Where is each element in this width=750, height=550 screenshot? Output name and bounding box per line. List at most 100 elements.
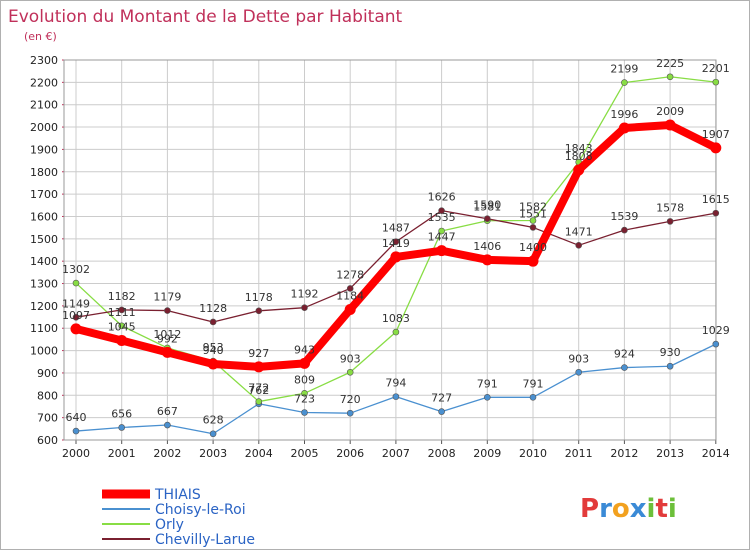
data-label-chevilly-larue: 1149 bbox=[62, 297, 90, 310]
x-tick-label: 2000 bbox=[62, 447, 90, 460]
y-tick-label: 1300 bbox=[30, 278, 58, 291]
data-label-orly: 1535 bbox=[428, 211, 456, 224]
data-point-choisy-le-roi bbox=[621, 364, 628, 371]
data-point-chevilly-larue bbox=[392, 238, 400, 246]
x-tick-label: 2013 bbox=[656, 447, 684, 460]
data-label-thiais: 1400 bbox=[519, 241, 547, 254]
data-point-orly bbox=[392, 328, 400, 336]
data-point-thiais bbox=[344, 303, 356, 315]
y-tick-label: 1900 bbox=[30, 143, 58, 156]
x-tick-label: 2014 bbox=[702, 447, 730, 460]
legend-label-chevilly-larue: Chevilly-Larue bbox=[155, 532, 255, 548]
data-point-thiais bbox=[161, 346, 173, 358]
data-label-chevilly-larue: 1471 bbox=[565, 225, 593, 238]
logo-letter: i bbox=[668, 494, 677, 524]
data-label-thiais: 1419 bbox=[382, 237, 410, 250]
data-point-chevilly-larue bbox=[209, 318, 217, 326]
data-point-thiais bbox=[573, 164, 585, 176]
axes: 600 700 800 900 1000 1100 1200 1300 1400 1500 1600… bbox=[30, 54, 730, 460]
data-point-orly bbox=[255, 398, 263, 405]
data-point-choisy-le-roi bbox=[529, 394, 537, 401]
x-tick-label: 2011 bbox=[565, 447, 593, 460]
data-label-chevilly-larue: 1182 bbox=[108, 290, 136, 303]
data-label-choisy-le-roi: 656 bbox=[111, 407, 132, 420]
data-point-orly bbox=[346, 368, 354, 376]
data-point-thiais bbox=[481, 254, 493, 266]
data-point-choisy-le-roi bbox=[118, 424, 125, 431]
data-point-orly bbox=[72, 279, 80, 287]
proxiti-logo: Proxiti bbox=[580, 494, 677, 524]
logo-letter: x bbox=[630, 494, 647, 524]
logo-letter: r bbox=[599, 494, 612, 524]
data-point-thiais bbox=[390, 251, 402, 263]
data-label-choisy-le-roi: 791 bbox=[477, 377, 498, 390]
y-tick-label: 1000 bbox=[30, 345, 58, 358]
x-tick-label: 2001 bbox=[108, 447, 136, 460]
data-point-thiais bbox=[527, 255, 539, 267]
data-label-orly: 772 bbox=[248, 382, 269, 395]
x-tick-label: 2004 bbox=[245, 447, 273, 460]
data-point-choisy-le-roi bbox=[164, 421, 171, 429]
data-point-choisy-le-roi bbox=[346, 409, 354, 417]
data-point-choisy-le-roi bbox=[392, 393, 400, 400]
data-label-chevilly-larue: 1487 bbox=[382, 222, 410, 235]
x-tick-label: 2009 bbox=[473, 447, 501, 460]
data-point-chevilly-larue bbox=[118, 306, 125, 314]
data-label-choisy-le-roi: 640 bbox=[66, 411, 87, 424]
logo-letter: t bbox=[655, 494, 667, 524]
data-label-choisy-le-roi: 791 bbox=[523, 377, 544, 390]
data-label-thiais: 992 bbox=[157, 332, 178, 345]
legend-label-orly: Orly bbox=[155, 517, 184, 533]
x-tick-label: 2002 bbox=[153, 447, 181, 460]
data-point-thiais bbox=[436, 245, 448, 257]
data-point-choisy-le-roi bbox=[483, 394, 491, 401]
data-point-chevilly-larue bbox=[575, 242, 583, 249]
data-label-orly: 953 bbox=[203, 341, 224, 354]
x-tick-label: 2007 bbox=[382, 447, 410, 460]
data-label-chevilly-larue: 1578 bbox=[656, 201, 684, 214]
series-chevilly-larue bbox=[72, 207, 720, 326]
data-point-orly bbox=[438, 227, 445, 235]
data-label-orly: 1302 bbox=[62, 263, 90, 276]
data-label-chevilly-larue: 1278 bbox=[336, 268, 364, 281]
data-label-choisy-le-roi: 723 bbox=[294, 393, 315, 406]
y-tick-label: 1400 bbox=[30, 255, 58, 268]
y-tick-label: 1500 bbox=[30, 233, 58, 246]
y-tick-label: 2000 bbox=[30, 121, 58, 134]
data-label-choisy-le-roi: 628 bbox=[203, 414, 224, 427]
data-label-thiais: 1406 bbox=[473, 240, 501, 253]
legend-label-thiais: THIAIS bbox=[154, 487, 201, 503]
logo-letter: P bbox=[580, 494, 599, 524]
x-tick-label: 2012 bbox=[610, 447, 638, 460]
x-tick-label: 2010 bbox=[519, 447, 547, 460]
data-label-orly: 2201 bbox=[702, 62, 730, 75]
data-label-chevilly-larue: 1192 bbox=[291, 288, 319, 301]
data-point-thiais bbox=[710, 142, 722, 154]
data-point-choisy-le-roi bbox=[72, 427, 80, 435]
series bbox=[70, 73, 722, 438]
data-label-chevilly-larue: 1590 bbox=[473, 199, 501, 212]
data-label-orly: 2199 bbox=[610, 63, 638, 76]
data-label-orly: 1581 bbox=[473, 201, 501, 214]
data-label-thiais: 1907 bbox=[702, 128, 730, 141]
chart-subtitle: (en €) bbox=[24, 30, 57, 43]
y-tick-label: 1700 bbox=[30, 188, 58, 201]
data-label-thiais: 2009 bbox=[656, 105, 684, 118]
series-thiais bbox=[70, 119, 722, 373]
data-point-choisy-le-roi bbox=[209, 430, 217, 438]
data-point-thiais bbox=[299, 357, 310, 369]
series-choisy-le-roi bbox=[72, 340, 720, 438]
y-tick-label: 1600 bbox=[30, 210, 58, 223]
legend-label-choisy-le-roi: Choisy-le-Roi bbox=[155, 502, 246, 518]
data-label-chevilly-larue: 1178 bbox=[245, 291, 273, 304]
data-label-thiais: 1447 bbox=[428, 231, 456, 244]
data-point-chevilly-larue bbox=[712, 209, 720, 217]
data-point-thiais bbox=[116, 335, 128, 347]
data-point-chevilly-larue bbox=[255, 307, 263, 315]
data-point-orly bbox=[118, 322, 125, 330]
data-point-chevilly-larue bbox=[529, 224, 537, 231]
logo-letter: o bbox=[612, 494, 630, 524]
data-point-choisy-le-roi bbox=[575, 368, 583, 376]
data-label-thiais: 1184 bbox=[336, 289, 364, 302]
